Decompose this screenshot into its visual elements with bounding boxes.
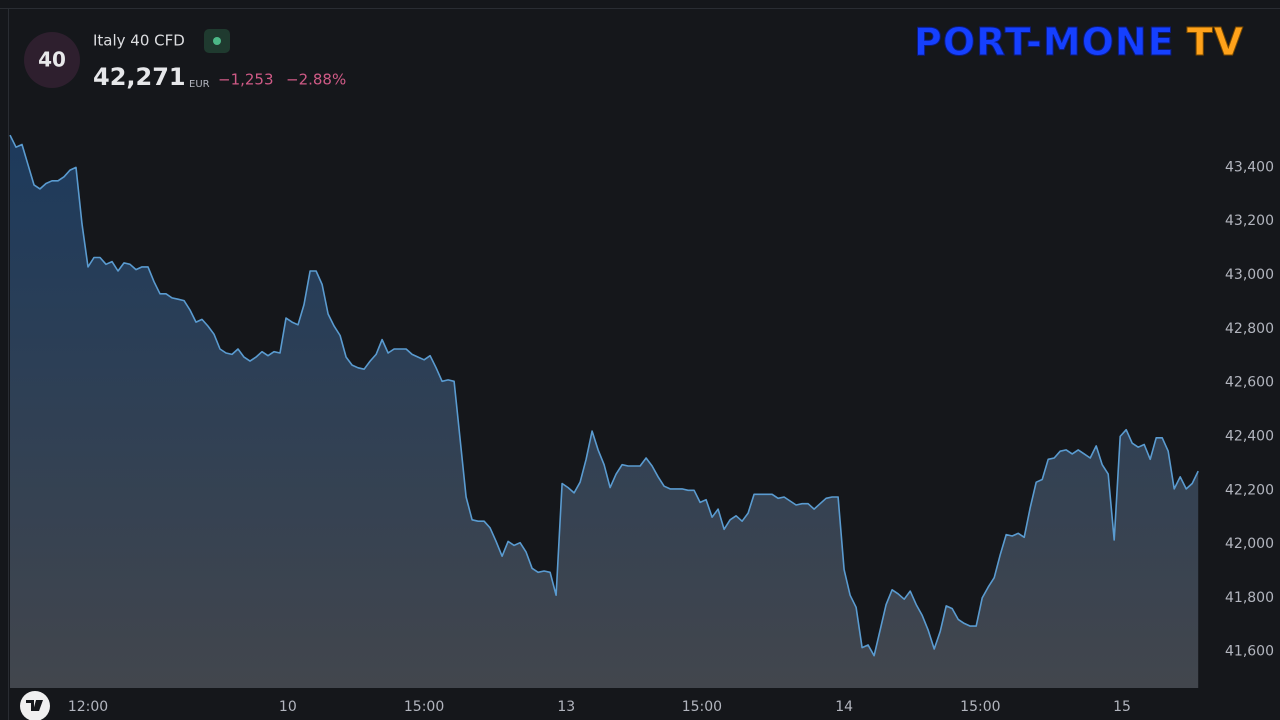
x-tick-label: 15:00 <box>960 699 1000 715</box>
area-fill <box>10 135 1199 689</box>
x-tick-label: 15 <box>1113 699 1131 715</box>
y-tick-label: 42,000 <box>1225 536 1274 552</box>
y-tick-label: 41,600 <box>1225 644 1274 660</box>
watermark-tv: TV <box>1187 20 1244 64</box>
watermark-main: PORT-MONE <box>914 20 1175 64</box>
x-tick-label: 15:00 <box>404 699 444 715</box>
y-tick-label: 42,200 <box>1225 482 1274 498</box>
watermark: PORT-MONE TV <box>914 20 1244 64</box>
x-tick-label: 10 <box>279 699 297 715</box>
y-tick-label: 43,400 <box>1225 159 1274 175</box>
platform-logo-mark <box>26 700 43 711</box>
x-tick-label: 12:00 <box>68 699 108 715</box>
plot-area <box>9 134 1199 689</box>
price-change: −1,253 <box>218 71 274 89</box>
price-line <box>9 134 1199 657</box>
y-tick-label: 41,800 <box>1225 590 1274 606</box>
x-tick-label: 14 <box>835 699 853 715</box>
last-price: 42,271 <box>93 63 186 91</box>
symbol-name: Italy 40 CFD <box>93 32 185 50</box>
y-tick-label: 43,000 <box>1225 267 1274 283</box>
currency: EUR <box>189 79 210 90</box>
badge-text: 40 <box>38 48 66 72</box>
x-tick-label: 13 <box>557 699 575 715</box>
axes: 41,600 41,800 42,000 42,200 42,400 42,600 42,8… <box>68 159 1274 715</box>
y-tick-label: 43,200 <box>1225 213 1274 229</box>
price-change-percent: −2.88% <box>286 71 346 89</box>
x-tick-label: 15:00 <box>682 699 722 715</box>
y-tick-label: 42,400 <box>1225 428 1274 444</box>
y-tick-label: 42,800 <box>1225 321 1274 337</box>
status-dot <box>213 37 221 45</box>
symbol-badge <box>24 32 80 88</box>
y-tick-label: 42,600 <box>1225 375 1274 391</box>
